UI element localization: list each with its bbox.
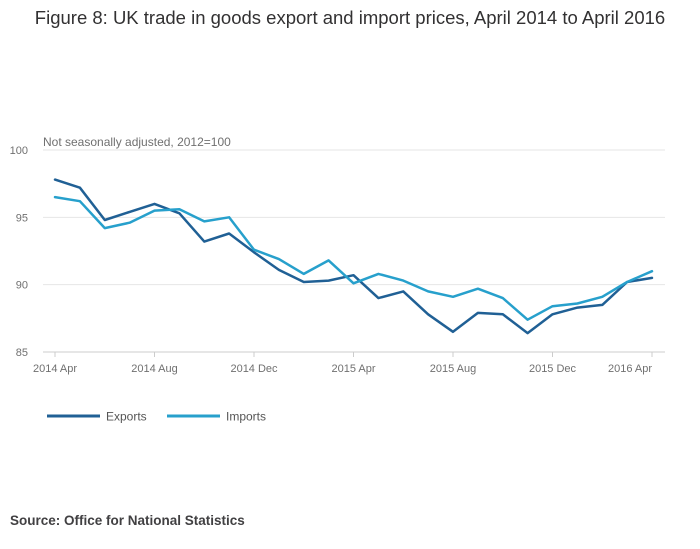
line-chart: Not seasonally adjusted, 2012=100 100 95 9… xyxy=(10,135,665,424)
legend-label: Imports xyxy=(226,410,266,424)
legend-item-imports[interactable]: Imports xyxy=(167,410,266,424)
x-tick-label: 2015 Apr xyxy=(331,363,375,375)
y-tick-label: 90 xyxy=(16,280,28,292)
y-axis-ticks: 100 95 90 85 xyxy=(10,145,28,359)
chart-subtitle: Not seasonally adjusted, 2012=100 xyxy=(43,135,231,149)
x-tick-label: 2014 Dec xyxy=(230,363,278,375)
x-axis-ticks: 2014 Apr 2014 Aug 2014 Dec 2015 Apr 2015 Aug… xyxy=(33,352,653,375)
y-tick-label: 85 xyxy=(16,347,28,359)
x-tick-label: 2016 Apr xyxy=(608,363,652,375)
series-lines xyxy=(53,178,654,335)
x-tick-label: 2015 Aug xyxy=(430,363,477,375)
x-tick-label: 2014 Aug xyxy=(131,363,178,375)
series-line-exports xyxy=(53,178,654,335)
gridlines xyxy=(43,149,665,353)
x-tick-label: 2014 Apr xyxy=(33,363,77,375)
chart-title: Figure 8: UK trade in goods export and i… xyxy=(34,7,666,28)
source-text: Office for National Statistics xyxy=(64,513,245,528)
source-prefix: Source: xyxy=(10,513,61,528)
series-line-imports xyxy=(53,195,654,321)
y-tick-label: 95 xyxy=(16,212,28,224)
source-note: Source: Office for National Statistics xyxy=(10,513,245,528)
y-tick-label: 100 xyxy=(10,145,28,157)
legend-item-exports[interactable]: Exports xyxy=(47,410,147,424)
legend-label: Exports xyxy=(106,410,147,424)
legend[interactable]: Exports Imports xyxy=(47,410,266,424)
x-tick-label: 2015 Dec xyxy=(529,363,577,375)
